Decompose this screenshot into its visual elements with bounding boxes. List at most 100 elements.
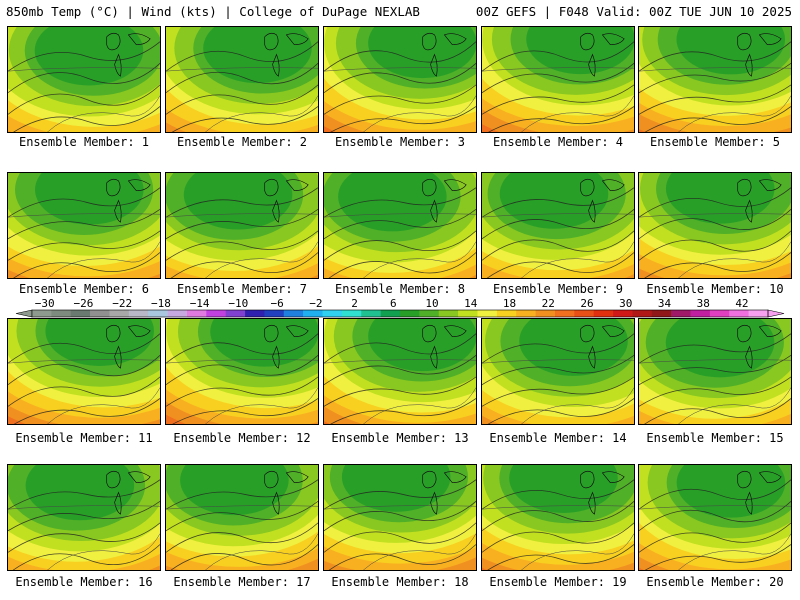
ensemble-member-label: Ensemble Member: 8 — [334, 282, 466, 296]
colorbar-swatch — [128, 310, 149, 317]
colorbar-swatch — [90, 310, 110, 317]
colorbar-tick-label: 18 — [502, 297, 517, 310]
ensemble-member-label: Ensemble Member: 1 — [18, 135, 150, 149]
ensemble-member-label: Ensemble Member: 11 — [15, 431, 153, 445]
colorbar-swatch — [32, 310, 52, 317]
colorbar-tick-label: −14 — [189, 297, 210, 310]
ensemble-member-label: Ensemble Member: 4 — [492, 135, 624, 149]
colorbar-swatch — [322, 310, 343, 317]
colorbar-min-arrow — [15, 309, 33, 318]
ensemble-member-label: Ensemble Member: 13 — [331, 431, 469, 445]
colorbar-swatch — [70, 310, 91, 317]
temperature-colorbar — [15, 309, 785, 318]
colorbar-tick-label: 10 — [425, 297, 439, 310]
colorbar-swatch — [51, 310, 72, 317]
colorbar-tick-label: 34 — [657, 297, 672, 310]
colorbar-max-arrow — [767, 309, 785, 318]
ensemble-member-map — [638, 464, 792, 571]
colorbar-tick-label: 38 — [696, 297, 710, 310]
colorbar-swatch — [245, 310, 265, 317]
colorbar-tick-label: 30 — [619, 297, 633, 310]
colorbar-tick-label: −6 — [270, 297, 284, 310]
ensemble-member-map — [7, 464, 161, 571]
ensemble-member-label: Ensemble Member: 6 — [18, 282, 150, 296]
ensemble-member-map — [7, 172, 161, 279]
ensemble-member-label: Ensemble Member: 3 — [334, 135, 466, 149]
colorbar-swatch — [283, 310, 304, 317]
colorbar-swatch — [167, 310, 188, 317]
ensemble-member-map — [323, 464, 477, 571]
colorbar-swatch — [748, 310, 769, 317]
ensemble-member-label: Ensemble Member: 7 — [176, 282, 308, 296]
ensemble-member-map — [165, 26, 319, 133]
ensemble-member-map — [165, 172, 319, 279]
colorbar-tick-label: 6 — [390, 297, 397, 310]
ensemble-member-map — [638, 26, 792, 133]
colorbar-tick-label: 26 — [580, 297, 594, 310]
ensemble-member-map — [481, 318, 635, 425]
colorbar-swatch — [438, 310, 459, 317]
colorbar-tick-label: 14 — [464, 297, 478, 310]
colorbar-swatch — [419, 310, 440, 317]
colorbar-swatch — [148, 310, 168, 317]
colorbar-swatch — [554, 310, 575, 317]
colorbar-swatch — [206, 310, 226, 317]
colorbar-tick-label: 2 — [351, 297, 358, 310]
colorbar-swatch — [496, 310, 517, 317]
ensemble-member-map — [165, 464, 319, 571]
ensemble-member-map — [481, 172, 635, 279]
colorbar-swatch — [632, 310, 653, 317]
colorbar-tick-label: −30 — [34, 297, 55, 310]
ensemble-member-label: Ensemble Member: 20 — [646, 575, 784, 589]
colorbar-swatch — [593, 310, 614, 317]
ensemble-member-label: Ensemble Member: 10 — [646, 282, 784, 296]
colorbar-swatch — [303, 310, 323, 317]
colorbar-swatch — [264, 310, 285, 317]
colorbar-swatch — [690, 310, 711, 317]
colorbar-swatch — [574, 310, 594, 317]
ensemble-member-map — [323, 26, 477, 133]
map-title: 850mb Temp (°C) | Wind (kts) | College o… — [6, 4, 420, 19]
ensemble-member-map — [323, 318, 477, 425]
valid-time-label: 00Z GEFS | F048 Valid: 00Z TUE JUN 10 20… — [475, 4, 792, 19]
colorbar-tick-label: −18 — [150, 297, 171, 310]
ensemble-member-label: Ensemble Member: 2 — [176, 135, 308, 149]
colorbar-swatch — [458, 310, 478, 317]
ensemble-member-map — [7, 26, 161, 133]
ensemble-member-label: Ensemble Member: 19 — [489, 575, 627, 589]
colorbar-swatch — [477, 310, 498, 317]
ensemble-member-map — [165, 318, 319, 425]
ensemble-member-label: Ensemble Member: 17 — [173, 575, 311, 589]
ensemble-member-map — [481, 26, 635, 133]
ensemble-member-label: Ensemble Member: 12 — [173, 431, 311, 445]
colorbar-swatch — [400, 310, 420, 317]
ensemble-member-map — [638, 172, 792, 279]
colorbar-swatch — [225, 310, 246, 317]
colorbar-swatch — [361, 310, 381, 317]
ensemble-member-map — [481, 464, 635, 571]
colorbar-tick-label: 42 — [735, 297, 749, 310]
colorbar-swatch — [709, 310, 730, 317]
colorbar-tick-label: −2 — [309, 297, 323, 310]
ensemble-member-map — [638, 318, 792, 425]
ensemble-member-label: Ensemble Member: 14 — [489, 431, 627, 445]
colorbar-tick-label: −26 — [73, 297, 94, 310]
ensemble-member-label: Ensemble Member: 9 — [492, 282, 624, 296]
colorbar-swatch — [613, 310, 633, 317]
colorbar-tick-label: −10 — [228, 297, 249, 310]
ensemble-member-map — [7, 318, 161, 425]
colorbar-swatch — [535, 310, 556, 317]
colorbar-swatch — [341, 310, 362, 317]
colorbar-swatch — [186, 310, 207, 317]
ensemble-member-label: Ensemble Member: 15 — [646, 431, 784, 445]
colorbar-swatch — [671, 310, 691, 317]
colorbar-swatch — [651, 310, 672, 317]
ensemble-member-label: Ensemble Member: 5 — [649, 135, 781, 149]
colorbar-tick-label: −22 — [112, 297, 133, 310]
colorbar-swatch — [109, 310, 130, 317]
ensemble-member-label: Ensemble Member: 18 — [331, 575, 469, 589]
colorbar-swatch — [729, 310, 749, 317]
colorbar-swatch — [516, 310, 536, 317]
ensemble-member-label: Ensemble Member: 16 — [15, 575, 153, 589]
colorbar-swatch — [380, 310, 401, 317]
